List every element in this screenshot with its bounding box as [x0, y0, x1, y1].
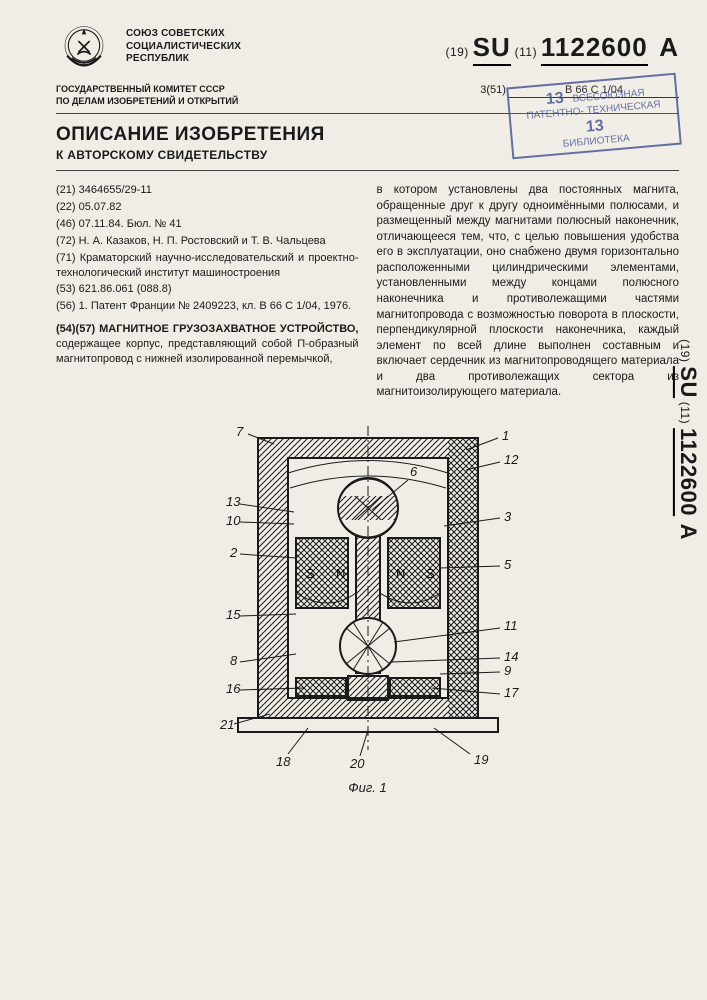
figure-1: S N N S 7 1 12 3 5 13 10 2 6 15 8 11 14 …	[178, 418, 558, 778]
pole-label: N	[336, 566, 345, 581]
union-title: СОЮЗ СОВЕТСКИХ СОЦИАЛИСТИЧЕСКИХ РЕСПУБЛИ…	[126, 22, 241, 66]
body-columns: (21) 3464655/29-11 (22) 05.07.82 (46) 07…	[56, 183, 679, 403]
side-kind: A	[676, 524, 701, 540]
side-nprefix: (11)	[678, 402, 692, 424]
svg-text:16: 16	[226, 681, 241, 696]
patent-page: СОЮЗ СОВЕТСКИХ СОЦИАЛИСТИЧЕСКИХ РЕСПУБЛИ…	[0, 0, 707, 1000]
svg-text:10: 10	[226, 513, 241, 528]
svg-text:13: 13	[226, 494, 241, 509]
svg-text:2: 2	[229, 545, 238, 560]
side-number: 1122600	[673, 428, 701, 516]
abstract-start: (54)(57) МАГНИТНОЕ ГРУЗОЗАХВАТНОЕ УСТРОЙ…	[56, 322, 359, 367]
svg-text:7: 7	[236, 424, 244, 439]
left-column: (21) 3464655/29-11 (22) 05.07.82 (46) 07…	[56, 183, 359, 403]
svg-text:5: 5	[504, 557, 512, 572]
abstract-text-2: в котором установлены два постоянных маг…	[377, 183, 680, 400]
svg-text:18: 18	[276, 754, 291, 769]
ipc-prefix: 3(51)	[480, 84, 506, 96]
svg-text:1: 1	[502, 428, 509, 443]
svg-text:14: 14	[504, 649, 518, 664]
field-71: (71) Краматорский научно-исследовательск…	[56, 251, 359, 281]
side-cc: SU	[673, 366, 701, 398]
field-21: (21) 3464655/29-11	[56, 183, 359, 198]
figure-caption: Фиг. 1	[56, 780, 679, 795]
field-46: (46) 07.11.84. Бюл. № 41	[56, 217, 359, 232]
publication-number: (19) SU (11) 1122600 A	[445, 22, 679, 63]
svg-text:12: 12	[504, 452, 519, 467]
side-prefix: (19)	[678, 339, 692, 362]
svg-text:6: 6	[410, 464, 418, 479]
svg-text:17: 17	[504, 685, 519, 700]
svg-text:3: 3	[504, 509, 512, 524]
ussr-emblem-icon	[56, 22, 112, 78]
pub-no: 1122600	[541, 32, 648, 66]
side-publication-number: (19) SU (11) 1122600 A	[675, 339, 701, 540]
svg-text:21: 21	[219, 717, 234, 732]
svg-text:20: 20	[349, 756, 365, 771]
stamp-number-right: 13	[585, 117, 604, 138]
right-column: в котором установлены два постоянных маг…	[377, 183, 680, 403]
pub-prefix: (19)	[445, 45, 468, 59]
pole-label: S	[426, 566, 435, 581]
pub-kind: A	[659, 32, 679, 62]
issuing-authority: ГОСУДАРСТВЕННЫЙ КОМИТЕТ СССР ПО ДЕЛАМ ИЗ…	[56, 84, 238, 107]
svg-text:9: 9	[504, 663, 511, 678]
stamp-line: БИБЛИОТЕКА	[562, 134, 630, 151]
svg-text:8: 8	[230, 653, 238, 668]
title-block: ОПИСАНИЕ ИЗОБРЕТЕНИЯ К АВТОРСКОМУ СВИДЕТ…	[56, 114, 679, 171]
abstract-text-1: содержащее корпус, представляющий собой …	[56, 338, 359, 365]
field-72: (72) Н. А. Казаков, Н. П. Ростовский и Т…	[56, 234, 359, 249]
pole-label: N	[396, 566, 405, 581]
abstract-title: (54)(57) МАГНИТНОЕ ГРУЗОЗАХВАТНОЕ УСТРОЙ…	[56, 323, 359, 335]
pole-label: S	[306, 566, 315, 581]
library-stamp: 13 ВСЕСОЮЗНАЯ ПАТЕНТНО- ТЕХНИЧЕСКАЯ 13 Б…	[506, 73, 682, 160]
stamp-number-left: 13	[545, 89, 564, 110]
svg-text:15: 15	[226, 607, 241, 622]
svg-text:11: 11	[504, 618, 518, 633]
pub-cc: SU	[473, 32, 511, 66]
field-22: (22) 05.07.82	[56, 200, 359, 215]
field-56: (56) 1. Патент Франции № 2409223, кл. B …	[56, 299, 359, 314]
pub-nprefix: (11)	[515, 45, 537, 59]
svg-text:19: 19	[474, 752, 488, 767]
stamp-line: ПАТЕНТНО-	[526, 106, 584, 122]
header: СОЮЗ СОВЕТСКИХ СОЦИАЛИСТИЧЕСКИХ РЕСПУБЛИ…	[56, 22, 679, 78]
field-53: (53) 621.86.061 (088.8)	[56, 282, 359, 297]
